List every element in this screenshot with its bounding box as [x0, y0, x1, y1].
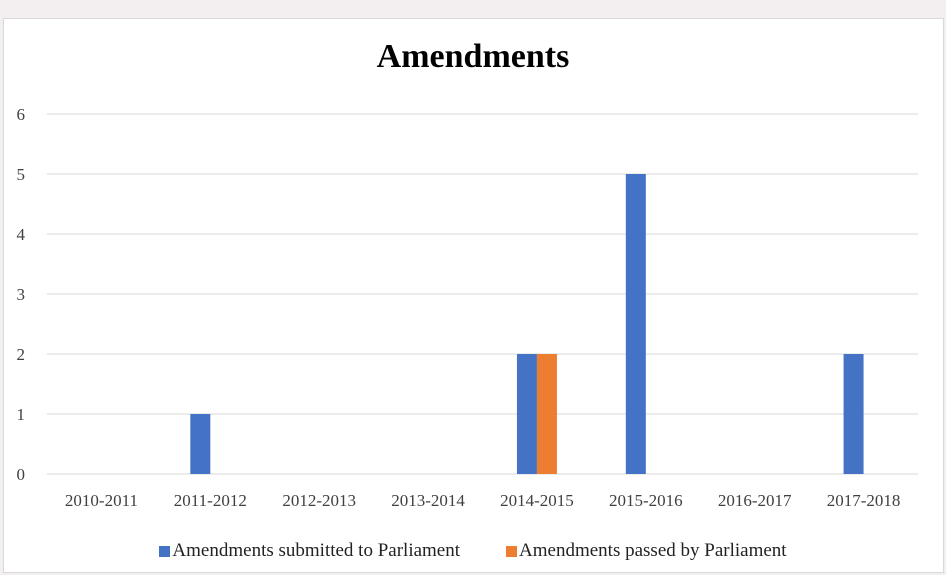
x-tick-label: 2017-2018	[827, 491, 901, 510]
legend-item-submitted: Amendments submitted to Parliament	[159, 540, 460, 562]
x-tick-label: 2011-2012	[174, 491, 247, 510]
gridlines	[47, 113, 918, 475]
chart-frame	[3, 18, 944, 573]
bar-submitted-2017-2018	[843, 354, 864, 474]
y-tick-label: 0	[17, 465, 26, 484]
legend-item-passed: Amendments passed by Parliament	[506, 540, 787, 562]
x-tick-labels: 2010-2011 2011-2012 2012-2013 2013-2014 2014…	[65, 491, 900, 510]
legend-swatch-submitted	[159, 545, 171, 557]
legend-swatch-passed	[506, 545, 518, 557]
bar-submitted-2011-2012	[190, 414, 211, 474]
x-tick-label: 2015-2016	[609, 491, 683, 510]
x-tick-label: 2012-2013	[282, 491, 356, 510]
x-tick-label: 2013-2014	[391, 491, 465, 510]
legend-label-passed: Amendments passed by Parliament	[519, 540, 787, 561]
y-tick-label: 1	[17, 405, 26, 424]
chart-title: Amendments	[376, 38, 570, 75]
bars	[190, 174, 864, 474]
x-tick-label: 2014-2015	[500, 491, 574, 510]
legend-label-submitted: Amendments submitted to Parliament	[172, 540, 461, 561]
bar-submitted-2014-2015	[516, 354, 537, 474]
legend: Amendments submitted to Parliament Amend…	[0, 540, 946, 562]
y-tick-label: 6	[17, 105, 26, 124]
y-tick-label: 2	[17, 345, 26, 364]
x-tick-label: 2016-2017	[718, 491, 792, 510]
y-tick-label: 3	[17, 285, 26, 304]
y-tick-label: 5	[17, 165, 26, 184]
bar-passed-2014-2015	[536, 354, 557, 474]
bar-submitted-2015-2016	[625, 174, 646, 474]
y-tick-label: 4	[17, 225, 26, 244]
y-tick-labels: 0 1 2 3 4 5 6	[17, 105, 26, 484]
x-tick-label: 2010-2011	[65, 491, 138, 510]
